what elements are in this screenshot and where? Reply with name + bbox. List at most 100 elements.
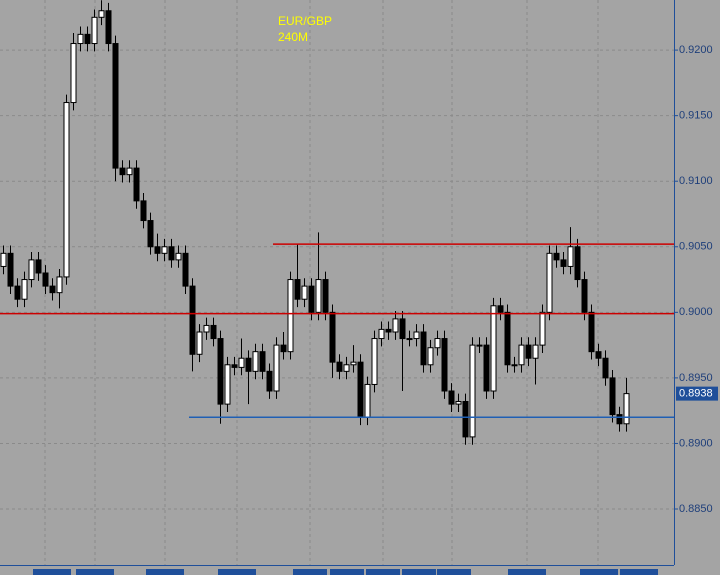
candle-body <box>49 285 56 294</box>
x-label-box <box>580 569 618 575</box>
candle-body <box>364 383 371 418</box>
candle-body <box>539 311 546 346</box>
candle-body <box>455 400 462 405</box>
candle-body <box>252 351 259 372</box>
candle-body <box>483 344 490 392</box>
price-label: 0.8938 <box>679 388 713 400</box>
candle-body <box>21 279 28 300</box>
y-tick-label: 0.8850 <box>679 503 713 515</box>
candle-body <box>581 279 588 313</box>
candle-body <box>336 361 343 372</box>
candle-body <box>441 338 448 392</box>
y-tick-label: 0.9200 <box>679 44 713 56</box>
candle-body <box>497 305 504 313</box>
candle-body <box>532 344 539 359</box>
y-tick-label: 0.9100 <box>679 175 713 187</box>
candle-body <box>546 252 553 313</box>
candle-body <box>420 331 427 366</box>
candle-body <box>490 305 497 392</box>
candle-body <box>182 252 189 287</box>
x-label-box <box>620 569 658 575</box>
candle-body <box>273 344 280 392</box>
candle-body <box>385 328 392 333</box>
candle-body <box>70 43 77 104</box>
candle-body <box>175 252 182 261</box>
candle-body <box>392 318 399 333</box>
candle-body <box>112 43 119 169</box>
candle-body <box>14 285 21 300</box>
y-tick-label: 0.9050 <box>679 241 713 253</box>
candle-body <box>42 272 49 287</box>
candle-body <box>119 167 126 176</box>
candle-body <box>210 324 217 340</box>
candle-body <box>413 331 420 340</box>
candle-body <box>105 10 112 45</box>
candle-body <box>217 338 224 405</box>
candle-body <box>126 167 133 176</box>
x-label-box <box>76 569 114 575</box>
candle-body <box>84 33 91 45</box>
price-label-box <box>676 386 718 401</box>
candle-body <box>238 357 245 368</box>
candle-body <box>322 279 329 313</box>
x-axis-boxes <box>33 569 658 575</box>
candle-body <box>147 220 154 248</box>
candle-body <box>553 252 560 261</box>
chart-title: EUR/GBP <box>278 14 332 28</box>
x-label-box <box>218 569 256 575</box>
candle-body <box>560 259 567 267</box>
candle-body <box>224 364 231 405</box>
candle-body <box>203 324 210 333</box>
candle-body <box>28 259 35 281</box>
candle-body <box>140 200 147 222</box>
x-label-box <box>146 569 184 575</box>
candle-body <box>616 414 623 425</box>
candle-body <box>469 344 476 438</box>
candle-body <box>7 252 14 287</box>
candle-body <box>343 364 350 372</box>
candle-body <box>161 246 168 254</box>
candle-body <box>98 10 105 18</box>
candle-body <box>623 393 630 425</box>
candle-body <box>266 370 273 392</box>
x-label-box <box>437 569 471 575</box>
candle-body <box>350 361 357 366</box>
candle-body <box>91 16 98 45</box>
candle-body <box>574 246 581 281</box>
x-label-box <box>366 569 400 575</box>
candle-body <box>399 318 406 340</box>
candle-body <box>602 357 609 379</box>
candle-body <box>595 351 602 359</box>
candle-body <box>63 102 70 278</box>
candle-body <box>301 285 308 300</box>
y-tick-label: 0.9150 <box>679 110 713 122</box>
candle-body <box>371 338 378 385</box>
x-label-box <box>293 569 327 575</box>
candle-body <box>504 311 511 366</box>
candle-body <box>77 33 84 45</box>
candle-body <box>259 351 266 372</box>
candle-body <box>427 347 434 366</box>
y-tick-label: 0.8950 <box>679 372 713 384</box>
candle-body <box>0 252 7 267</box>
candle-body <box>448 390 455 405</box>
candle-body <box>196 331 203 355</box>
x-label-box <box>330 569 364 575</box>
candle-body <box>168 246 175 261</box>
candle-body <box>462 400 469 438</box>
candle-body <box>308 285 315 313</box>
candle-body <box>189 285 196 355</box>
candle-body <box>567 246 574 267</box>
candle-body <box>511 364 518 367</box>
y-tick-label: 0.8900 <box>679 437 713 449</box>
candle-body <box>357 361 364 418</box>
candle-body <box>231 364 238 368</box>
candle-body <box>294 279 301 300</box>
candle-body <box>525 344 532 359</box>
candle-body <box>280 344 287 353</box>
candle-body <box>133 167 140 202</box>
y-tick-label: 0.9000 <box>679 306 713 318</box>
candle-body <box>329 311 336 363</box>
candle-body <box>609 377 616 416</box>
